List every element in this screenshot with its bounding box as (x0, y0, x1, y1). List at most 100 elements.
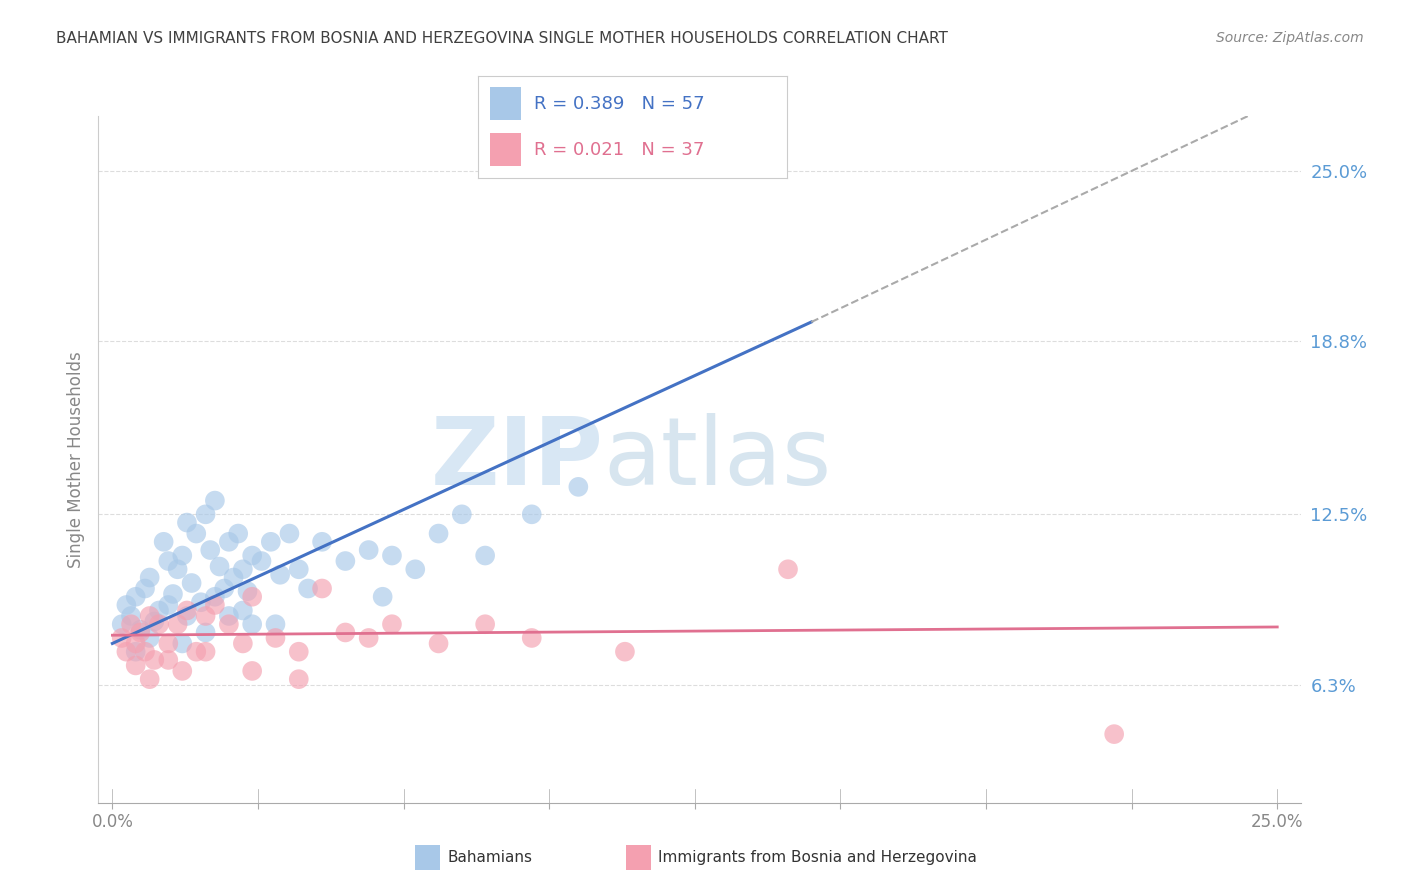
Point (162, 587, 184, 601)
Point (194, 508, 217, 522)
Point (157, 636, 180, 650)
Text: R = 0.021   N = 37: R = 0.021 N = 37 (534, 141, 704, 159)
Point (194, 625, 217, 640)
Point (357, 631, 380, 645)
Point (427, 636, 450, 650)
Point (311, 582, 333, 596)
Point (240, 590, 263, 604)
Point (172, 636, 194, 650)
Point (218, 534, 240, 549)
Point (450, 508, 472, 522)
Point (166, 617, 188, 632)
Point (381, 549, 404, 563)
Text: Bahamians: Bahamians (447, 850, 531, 864)
Point (335, 554, 357, 568)
Point (613, 645, 636, 659)
Bar (491, 133, 522, 166)
Point (143, 615, 166, 629)
Point (474, 549, 496, 563)
Point (152, 534, 174, 549)
Point (125, 636, 148, 650)
Point (240, 664, 263, 678)
Point (1102, 727, 1125, 741)
Point (125, 658, 148, 673)
Point (240, 617, 263, 632)
Point (278, 526, 301, 541)
Point (111, 617, 134, 632)
Point (172, 664, 194, 678)
Text: R = 0.389   N = 57: R = 0.389 N = 57 (534, 95, 704, 112)
Point (226, 526, 249, 541)
Point (138, 672, 160, 686)
Point (297, 582, 319, 596)
Point (260, 534, 283, 549)
Point (125, 590, 148, 604)
Point (232, 636, 254, 650)
Y-axis label: Single Mother Households: Single Mother Households (66, 351, 84, 567)
Point (250, 554, 273, 568)
Point (157, 554, 180, 568)
Point (176, 609, 198, 624)
Point (287, 645, 309, 659)
Point (567, 480, 589, 494)
Point (218, 609, 240, 624)
Point (120, 609, 142, 624)
Point (186, 645, 208, 659)
Point (125, 645, 148, 659)
Point (269, 567, 291, 582)
Point (204, 493, 226, 508)
Point (520, 508, 543, 522)
Point (157, 653, 180, 667)
Text: ZIP: ZIP (430, 413, 603, 506)
Point (134, 582, 156, 596)
Point (204, 590, 226, 604)
Point (371, 590, 394, 604)
Point (148, 617, 170, 632)
Point (194, 645, 217, 659)
Point (172, 549, 194, 563)
Point (520, 631, 543, 645)
Point (176, 603, 198, 617)
Point (190, 595, 212, 609)
Point (208, 559, 231, 574)
Text: Immigrants from Bosnia and Herzegovina: Immigrants from Bosnia and Herzegovina (658, 850, 977, 864)
Point (194, 609, 217, 624)
Point (129, 623, 152, 637)
Point (186, 526, 208, 541)
Point (115, 645, 138, 659)
Point (176, 516, 198, 530)
Point (129, 625, 152, 640)
Point (138, 609, 160, 624)
Point (357, 543, 380, 558)
Point (287, 562, 309, 576)
Point (200, 543, 222, 558)
Point (143, 653, 166, 667)
Text: Source: ZipAtlas.com: Source: ZipAtlas.com (1216, 31, 1364, 45)
Point (474, 617, 496, 632)
Point (232, 603, 254, 617)
Point (381, 617, 404, 632)
Point (311, 534, 333, 549)
Point (264, 631, 287, 645)
Text: atlas: atlas (603, 413, 831, 506)
Point (287, 672, 309, 686)
Text: BAHAMIAN VS IMMIGRANTS FROM BOSNIA AND HERZEGOVINA SINGLE MOTHER HOUSEHOLDS CORR: BAHAMIAN VS IMMIGRANTS FROM BOSNIA AND H… (56, 31, 948, 46)
Point (212, 582, 235, 596)
Point (180, 576, 202, 591)
Point (134, 645, 156, 659)
Point (148, 603, 170, 617)
Point (111, 631, 134, 645)
Point (335, 625, 357, 640)
Point (222, 570, 245, 584)
Point (236, 584, 259, 599)
Point (166, 562, 188, 576)
Point (404, 562, 426, 576)
Point (138, 570, 160, 584)
Point (138, 631, 160, 645)
Point (776, 562, 799, 576)
Point (157, 598, 180, 612)
Point (115, 598, 138, 612)
Point (120, 617, 142, 632)
Point (240, 549, 263, 563)
Point (204, 598, 226, 612)
